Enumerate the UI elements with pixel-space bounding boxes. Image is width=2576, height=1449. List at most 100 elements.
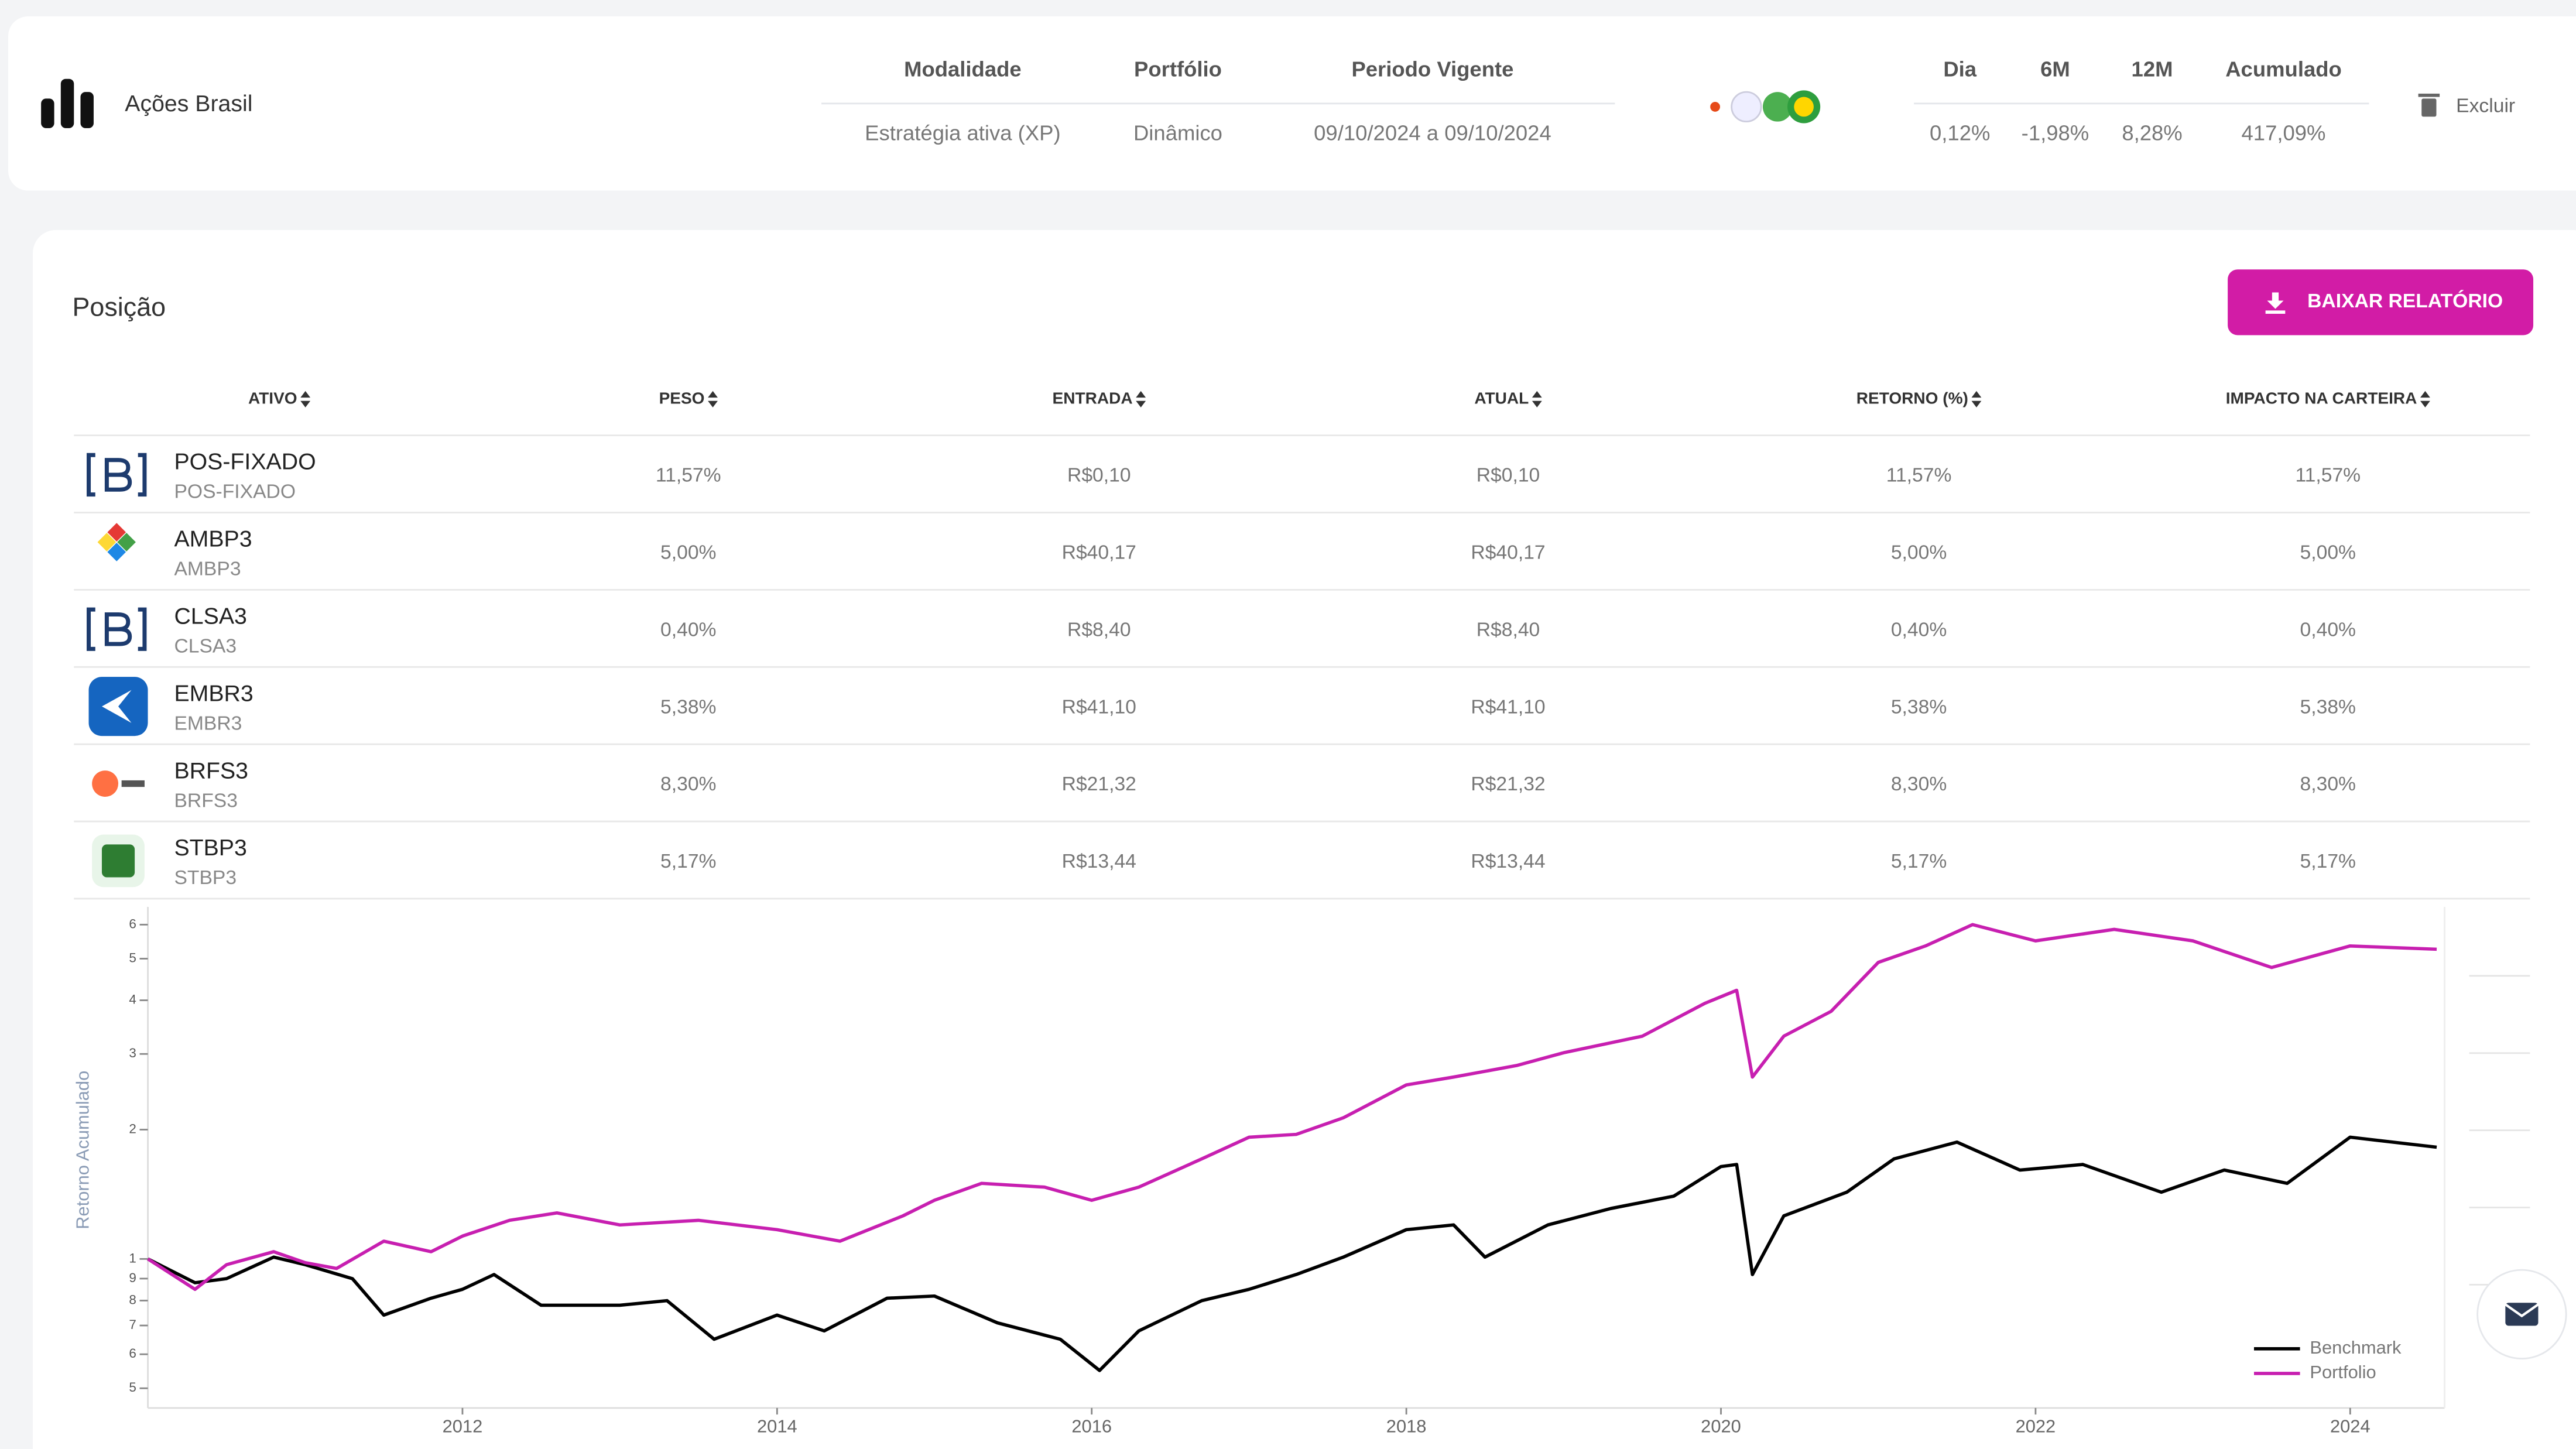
cell: 5,38%	[1891, 696, 1947, 718]
logo-shape	[92, 770, 119, 797]
column-header[interactable]: RETORNO (%)	[1856, 389, 1968, 407]
column-header[interactable]: PESO	[659, 389, 705, 407]
cell: 8,30%	[1891, 773, 1947, 795]
field-value: 09/10/2024 a 09/10/2024	[1314, 121, 1551, 145]
cell: 11,57%	[1886, 465, 1952, 487]
sort-icon[interactable]	[1136, 390, 1146, 407]
logo-shape	[97, 533, 117, 551]
section-title: Posição	[72, 292, 166, 321]
cell: 5,00%	[660, 542, 716, 564]
return-value: 417,09%	[2242, 121, 2326, 145]
asset-code: POS-FIXADO	[174, 481, 296, 503]
logo-shape	[87, 453, 147, 497]
field-value: Dinâmico	[1133, 121, 1222, 145]
return-label: Dia	[1943, 57, 1976, 81]
y-tick-label: 7	[129, 1317, 136, 1332]
asset-name: CLSA3	[174, 603, 246, 629]
field-label: Periodo Vigente	[1351, 57, 1513, 81]
logo-shape	[87, 607, 147, 651]
asset-name: STBP3	[174, 835, 246, 861]
chart: Retorno Acumulado 5 6 7 8 9 1 2 3 4 5 6 2012 2014 201…	[72, 906, 2530, 1437]
logo-shape	[104, 612, 132, 646]
asset-logo	[92, 770, 145, 797]
y-tick-label: 8	[129, 1292, 136, 1307]
return-label: 12M	[2132, 57, 2173, 81]
asset-logo	[92, 834, 145, 888]
legend-label: Benchmark	[2310, 1337, 2402, 1358]
positions-table: ATIVO PESO ENTRADA ATUAL RETORNO (%) IMPACTO …	[74, 389, 2530, 900]
asset-code: STBP3	[174, 867, 237, 889]
delete-button[interactable]: Excluir	[2456, 95, 2515, 117]
return-value: 0,12%	[1930, 121, 1990, 145]
return-value: -1,98%	[2022, 121, 2089, 145]
sort-icon[interactable]	[708, 390, 718, 407]
cell: 5,38%	[660, 696, 716, 718]
x-tick-label: 2022	[2016, 1416, 2056, 1437]
contact-button[interactable]	[2476, 1269, 2567, 1360]
plot-area	[148, 906, 2445, 1408]
cell: R$41,10	[1062, 696, 1136, 718]
legend-label: Portfolio	[2310, 1362, 2376, 1382]
cell: 5,17%	[660, 851, 716, 872]
trash-icon[interactable]	[2418, 93, 2440, 117]
x-tick-label: 2014	[757, 1416, 797, 1437]
column-header[interactable]: ENTRADA	[1053, 389, 1133, 407]
y-tick-label: 6	[129, 916, 136, 931]
column-header[interactable]: ATIVO	[248, 389, 297, 407]
logo-shape	[101, 690, 132, 723]
y-tick-label: 1	[129, 1251, 136, 1265]
cell: R$0,10	[1067, 465, 1131, 487]
cell: 11,57%	[656, 465, 721, 487]
field-label: Portfólio	[1134, 57, 1222, 81]
field-label: Modalidade	[904, 57, 1022, 81]
logo-shape	[101, 844, 135, 878]
y-tick-label: 5	[129, 1380, 136, 1395]
asset-name: BRFS3	[174, 758, 248, 783]
cell: R$40,17	[1471, 542, 1545, 564]
logo-shape	[121, 780, 145, 787]
cell: 0,40%	[660, 619, 716, 640]
download-icon	[2265, 292, 2286, 314]
y-tick-label: 2	[129, 1121, 136, 1136]
field-value: Estratégia ativa (XP)	[865, 121, 1060, 145]
asset-logo	[87, 453, 147, 497]
asset-name: POS-FIXADO	[174, 449, 316, 475]
logo-shape	[104, 458, 132, 492]
cell: R$41,10	[1471, 696, 1545, 718]
sort-icon[interactable]	[2420, 390, 2430, 407]
cell: R$40,17	[1062, 542, 1136, 564]
y-tick-label: 4	[129, 992, 136, 1006]
sort-icon[interactable]	[300, 390, 311, 407]
asset-name: EMBR3	[174, 680, 253, 706]
y-axis-title: Retorno Acumulado	[72, 1071, 93, 1229]
cell: R$8,40	[1477, 619, 1540, 640]
asset-code: BRFS3	[174, 790, 237, 811]
benchmark-logos	[1710, 90, 1821, 124]
cell: 8,30%	[2300, 773, 2356, 795]
cell: 8,30%	[660, 773, 716, 795]
column-header[interactable]: ATUAL	[1474, 389, 1529, 407]
x-tick-label: 2020	[1701, 1416, 1741, 1437]
download-button[interactable]	[2228, 269, 2534, 335]
asset-name: AMBP3	[174, 526, 252, 552]
y-tick-label: 3	[129, 1046, 136, 1060]
series-line	[147, 923, 2437, 1292]
cell: R$0,10	[1477, 465, 1540, 487]
x-tick-label: 2012	[443, 1416, 483, 1437]
cell: 5,00%	[1891, 542, 1947, 564]
sort-icon[interactable]	[1971, 390, 1982, 407]
cell: R$13,44	[1471, 851, 1545, 872]
sort-icon[interactable]	[1532, 390, 1542, 407]
column-header[interactable]: IMPACTO NA CARTEIRA	[2226, 389, 2417, 407]
x-tick-label: 2016	[1071, 1416, 1112, 1437]
download-label[interactable]: BAIXAR RELATÓRIO	[2307, 290, 2503, 312]
asset-code: CLSA3	[174, 636, 237, 657]
cell: R$13,44	[1062, 851, 1136, 872]
return-value: 8,28%	[2122, 121, 2182, 145]
x-tick-label: 2018	[1386, 1416, 1427, 1437]
x-tick-label: 2024	[2330, 1416, 2371, 1437]
y-tick-label: 6	[129, 1346, 136, 1361]
cell: R$21,32	[1062, 773, 1136, 795]
y-tick-label: 9	[129, 1270, 136, 1285]
asset-code: AMBP3	[174, 559, 241, 580]
